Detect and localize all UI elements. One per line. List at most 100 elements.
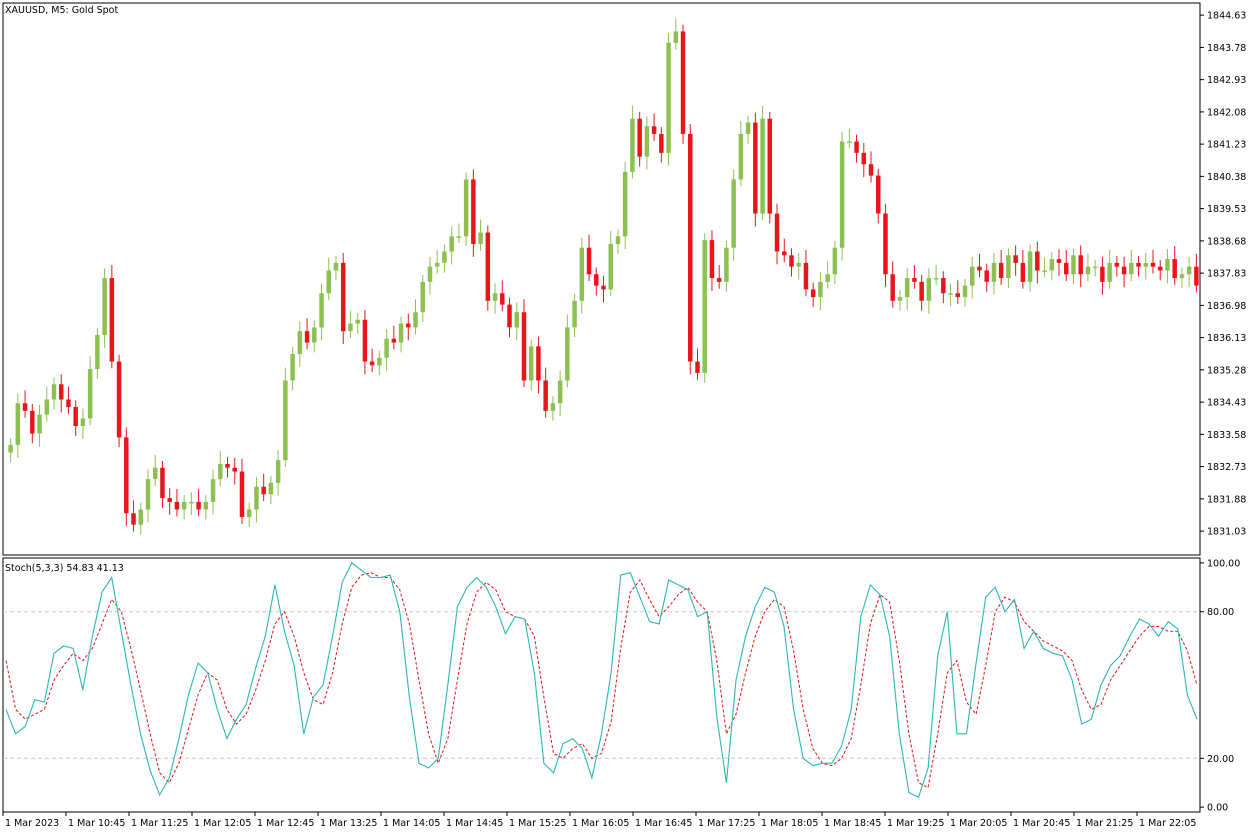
- candle: [1027, 244, 1033, 292]
- candle: [507, 297, 512, 338]
- candle: [847, 128, 852, 149]
- candle: [1100, 256, 1105, 295]
- candle: [782, 238, 787, 263]
- candle: [803, 249, 809, 297]
- time-tick-label: 1 Mar 11:25: [131, 818, 188, 829]
- candle: [30, 404, 35, 444]
- candle: [615, 229, 621, 254]
- candle: [218, 451, 223, 486]
- candle: [528, 339, 534, 391]
- candle: [1136, 256, 1141, 277]
- candle: [102, 268, 107, 348]
- price-tick-label: 1838.68: [1207, 236, 1246, 247]
- price-tick-label: 1840.38: [1207, 172, 1246, 183]
- candle: [557, 370, 563, 417]
- candle: [340, 253, 346, 345]
- candle: [384, 328, 389, 371]
- candle: [695, 348, 700, 380]
- candle: [232, 457, 237, 485]
- candle: [37, 404, 42, 447]
- stochastic-tick-label: 0.00: [1207, 803, 1228, 814]
- candle: [362, 309, 368, 375]
- price-panel-frame: [2, 2, 1201, 556]
- chart-title: XAUUSD, M5: Gold Spot: [5, 5, 118, 16]
- candle: [890, 261, 895, 308]
- candle: [666, 32, 671, 166]
- candle: [941, 271, 946, 304]
- candle: [225, 457, 230, 478]
- candle: [753, 112, 758, 227]
- candle: [174, 488, 180, 517]
- price-tick-label: 1837.83: [1207, 269, 1246, 280]
- candle: [456, 223, 462, 244]
- candle: [897, 290, 903, 311]
- stochastic-tick-label: 20.00: [1207, 754, 1234, 765]
- candle: [297, 321, 303, 367]
- candle: [1006, 248, 1011, 288]
- candle: [1020, 249, 1026, 289]
- candle: [377, 350, 382, 376]
- time-tick-label: 1 Mar 2023: [5, 818, 59, 829]
- candle: [998, 249, 1004, 285]
- candle: [152, 454, 158, 486]
- time-tick-label: 1 Mar 12:45: [257, 818, 314, 829]
- candle: [304, 318, 310, 350]
- candle: [839, 131, 845, 261]
- candle: [1121, 256, 1127, 288]
- candle: [355, 312, 360, 334]
- candle: [709, 230, 715, 291]
- candle: [868, 151, 874, 183]
- stochastic-signal-line: [5, 572, 1198, 789]
- candle: [369, 348, 375, 373]
- candle: [463, 172, 469, 247]
- candle: [427, 256, 433, 295]
- candle: [1194, 253, 1199, 293]
- candle: [543, 367, 548, 418]
- candle: [66, 386, 71, 414]
- candle: [1114, 256, 1120, 277]
- candle: [95, 328, 100, 379]
- candle: [261, 473, 266, 502]
- candle: [680, 24, 686, 144]
- price-tick-label: 1841.23: [1207, 140, 1246, 151]
- price-tick-label: 1836.98: [1207, 301, 1246, 312]
- time-tick-label: 1 Mar 17:25: [698, 818, 755, 829]
- candle: [818, 271, 823, 310]
- time-axis: 1 Mar 2023 1 Mar 10:45 1 Mar 11:25 1 Mar 12…: [2, 812, 1196, 829]
- candle: [1107, 249, 1112, 289]
- candle: [1056, 249, 1062, 276]
- candle: [586, 234, 592, 282]
- candle: [637, 111, 642, 167]
- candle: [861, 142, 867, 178]
- candle: [651, 113, 657, 141]
- candle: [1085, 253, 1091, 282]
- candle: [333, 256, 339, 281]
- candle: [1186, 256, 1192, 288]
- candle: [1049, 252, 1055, 281]
- candle: [51, 377, 57, 410]
- time-tick-label: 1 Mar 18:05: [761, 818, 818, 829]
- candle: [622, 161, 628, 250]
- candle: [572, 293, 577, 338]
- candle: [492, 283, 498, 314]
- candle: [1013, 245, 1018, 276]
- candle: [406, 313, 411, 341]
- candle: [124, 427, 129, 527]
- candle: [796, 253, 801, 280]
- candle: [1092, 259, 1098, 277]
- price-tick-label: 1836.13: [1207, 333, 1246, 344]
- price-tick-label: 1839.53: [1207, 204, 1246, 215]
- candle: [1143, 253, 1149, 280]
- candle: [688, 124, 693, 375]
- candle: [449, 226, 454, 265]
- candle: [138, 502, 144, 535]
- candle: [962, 278, 968, 307]
- candle: [825, 261, 830, 289]
- candle: [15, 393, 21, 458]
- candle: [659, 127, 664, 163]
- candle: [970, 256, 975, 299]
- candle: [883, 203, 888, 288]
- candle: [1035, 241, 1040, 284]
- candle: [275, 450, 281, 496]
